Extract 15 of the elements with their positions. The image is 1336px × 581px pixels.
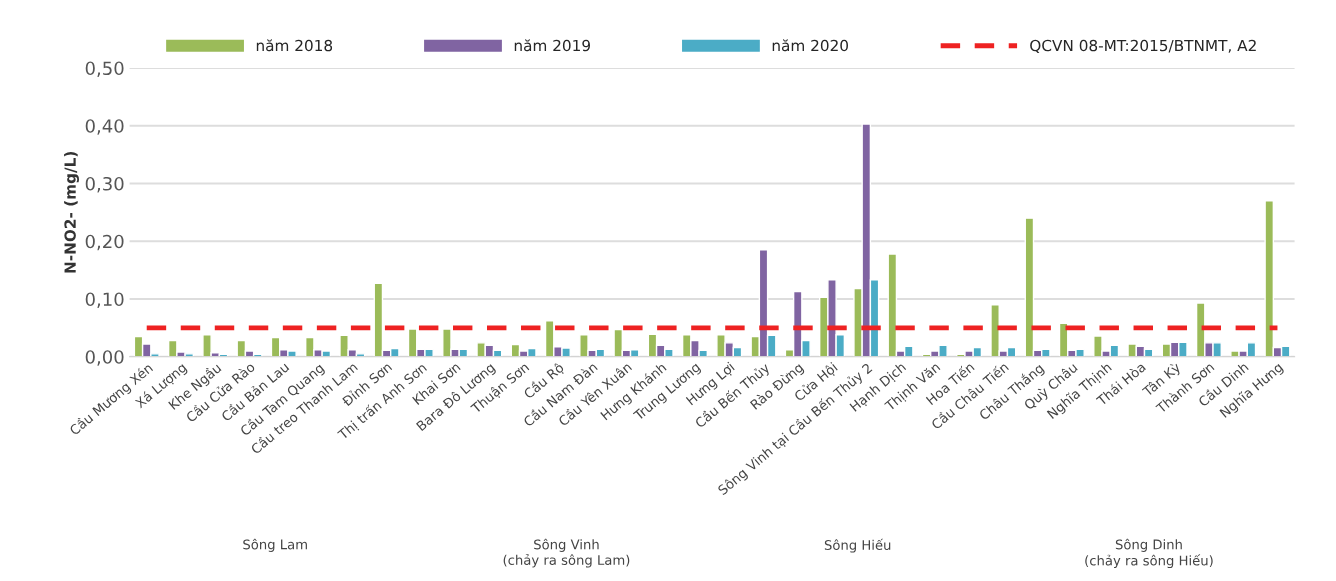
y-tick-label: 0,10 bbox=[85, 292, 124, 308]
text: Sông Hiếu bbox=[824, 538, 891, 553]
y-tick-label: 0,50 bbox=[85, 61, 124, 77]
text: Sông Lam bbox=[243, 538, 307, 552]
y-tick-label: 0,20 bbox=[85, 234, 124, 251]
text: Sông Vinh (chảy ra sông Lam) bbox=[503, 538, 630, 568]
legend-label: QCVN 08-MT:2015/BTNMT, A2 bbox=[1030, 39, 1256, 54]
legend-label: năm 2019 bbox=[514, 39, 590, 52]
y-tick-label: 0,30 bbox=[85, 176, 124, 193]
legend-label: năm 2018 bbox=[256, 39, 333, 52]
y-axis-title: N-NO2- (mg/L) bbox=[64, 152, 79, 273]
legend-label: năm 2020 bbox=[772, 39, 848, 52]
text: Sông Dinh (chảy ra sông Hiếu) bbox=[1085, 538, 1213, 569]
y-tick-label: 0,00 bbox=[85, 350, 124, 366]
y-tick-label: 0,40 bbox=[85, 119, 124, 135]
